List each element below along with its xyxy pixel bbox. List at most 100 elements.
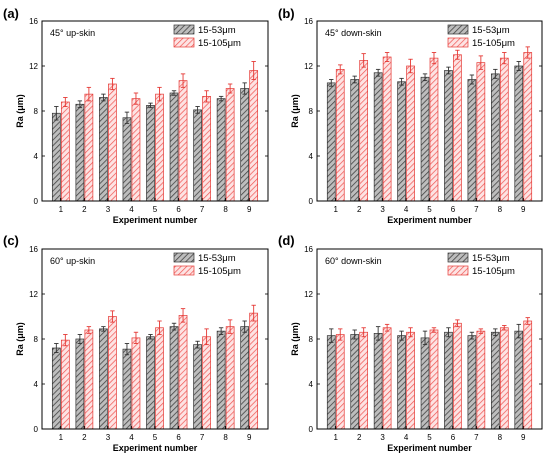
x-tick-label: 9 [247, 205, 252, 214]
x-tick-label: 2 [82, 205, 87, 214]
y-tick-label: 16 [304, 17, 313, 26]
legend-label: 15-105μm [472, 38, 515, 49]
legend-label: 15-105μm [198, 266, 241, 277]
y-tick-label: 16 [29, 245, 38, 254]
y-tick-label: 8 [309, 107, 314, 116]
y-tick-label: 8 [34, 335, 39, 344]
bar-series-a [490, 331, 500, 430]
x-tick-label: 8 [223, 205, 228, 214]
bar-series-b [429, 57, 439, 202]
bar-series-a [444, 70, 453, 202]
bar-series-b [178, 80, 188, 202]
bar-series-b [155, 327, 164, 430]
panel-annotation: 45° down-skin [325, 28, 382, 38]
y-tick-label: 0 [34, 425, 39, 434]
bar-series-b [108, 83, 117, 202]
legend-swatch-series-b [447, 265, 469, 276]
panel-annotation: 60° up-skin [50, 256, 95, 266]
bar-series-a [397, 335, 406, 430]
bar-series-b [335, 69, 345, 202]
bar-series-b [178, 315, 188, 430]
legend-label: 15-53μm [472, 25, 510, 36]
bar-series-a [514, 330, 524, 430]
y-tick-label: 4 [34, 152, 39, 161]
y-tick-label: 12 [304, 62, 313, 71]
x-tick-label: 1 [334, 433, 339, 442]
bar-series-b [523, 320, 533, 430]
panel-label: (b) [278, 6, 295, 21]
legend-swatch-series-b [173, 265, 195, 276]
bar-series-a [240, 88, 250, 202]
bar-series-b [131, 98, 141, 202]
x-tick-label: 3 [106, 433, 111, 442]
bar-series-a [193, 109, 202, 202]
bar-series-a [122, 117, 132, 202]
bar-series-a [75, 338, 85, 430]
legend-swatch-series-a [173, 252, 195, 263]
bar-series-b [155, 93, 164, 202]
panel-annotation: 60° down-skin [325, 256, 382, 266]
bar-series-b [499, 327, 509, 430]
bar-series-b [359, 331, 369, 430]
bar-series-b [225, 88, 235, 202]
bar-series-b [335, 334, 345, 430]
bar-series-a [169, 92, 179, 202]
bar-series-b [476, 62, 486, 202]
bar-series-a [216, 330, 226, 430]
bar-series-a [350, 334, 360, 430]
bar-series-b [476, 330, 486, 430]
x-axis-title: Experiment number [387, 443, 472, 453]
panel-label: (c) [3, 233, 19, 248]
x-axis-title: Experiment number [113, 443, 198, 453]
x-tick-label: 6 [176, 433, 181, 442]
bar-series-a [350, 79, 360, 202]
bar-series-a [420, 337, 430, 430]
bar-series-a [216, 98, 226, 202]
bar-series-a [373, 72, 383, 202]
bar-series-a [467, 79, 477, 202]
x-tick-label: 2 [357, 433, 362, 442]
bar-series-a [75, 103, 85, 202]
bar-series-b [406, 65, 415, 202]
x-tick-label: 6 [451, 433, 456, 442]
y-tick-label: 12 [29, 62, 38, 71]
legend-label: 15-53μm [198, 253, 236, 264]
bar-series-a [444, 331, 453, 430]
bar-series-a [490, 73, 500, 202]
bar-series-b [84, 329, 94, 430]
x-tick-label: 2 [82, 433, 87, 442]
x-tick-label: 8 [498, 433, 503, 442]
x-tick-label: 8 [498, 205, 503, 214]
y-axis-title: Ra (μm) [290, 322, 300, 356]
y-tick-label: 4 [309, 152, 314, 161]
y-tick-label: 16 [304, 245, 313, 254]
y-axis-title: Ra (μm) [15, 322, 25, 356]
x-tick-label: 8 [223, 433, 228, 442]
bar-series-b [108, 316, 117, 430]
x-tick-label: 7 [200, 205, 205, 214]
x-tick-label: 6 [451, 205, 456, 214]
bar-series-a [373, 333, 383, 430]
x-axis-title: Experiment number [387, 215, 472, 225]
y-tick-label: 12 [29, 290, 38, 299]
bar-series-b [406, 331, 415, 430]
bar-series-b [523, 52, 533, 202]
legend-label: 15-53μm [472, 253, 510, 264]
x-axis-title: Experiment number [113, 215, 198, 225]
bar-series-b [429, 329, 439, 430]
bar-series-b [249, 312, 259, 430]
x-tick-label: 9 [247, 433, 252, 442]
bar-series-a [146, 105, 155, 202]
bar-series-b [202, 336, 211, 430]
bar-series-b [60, 339, 70, 430]
y-tick-label: 12 [304, 290, 313, 299]
x-tick-label: 4 [129, 433, 134, 442]
bar-series-a [51, 112, 61, 202]
bar-series-b [225, 326, 235, 430]
legend-swatch-series-a [447, 24, 469, 35]
y-tick-label: 0 [309, 425, 314, 434]
